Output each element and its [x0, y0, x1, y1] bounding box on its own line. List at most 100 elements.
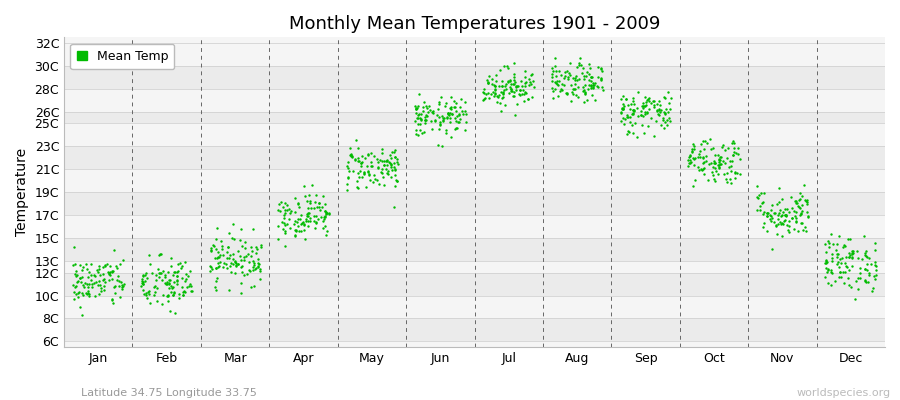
Point: [170, 273, 184, 280]
Point: [482, 73, 496, 79]
Point: [662, 106, 677, 112]
Point: [586, 82, 600, 89]
Point: [485, 81, 500, 88]
Point: [150, 298, 165, 304]
Point: [712, 165, 726, 171]
Point: [545, 71, 560, 77]
Point: [760, 209, 774, 216]
Point: [821, 238, 835, 244]
Point: [696, 166, 710, 172]
Point: [246, 226, 260, 232]
Point: [614, 118, 628, 124]
Point: [154, 251, 168, 258]
Point: [800, 198, 814, 205]
Point: [707, 160, 722, 166]
Point: [708, 160, 723, 166]
Point: [696, 138, 710, 144]
Point: [437, 103, 452, 110]
Point: [361, 168, 375, 174]
Point: [707, 165, 722, 171]
Point: [447, 104, 462, 111]
Point: [320, 210, 335, 216]
Point: [595, 68, 609, 74]
Point: [557, 68, 572, 75]
Point: [411, 112, 426, 118]
Point: [854, 255, 868, 262]
Point: [414, 116, 428, 123]
Point: [374, 158, 389, 164]
Point: [300, 213, 314, 220]
Point: [139, 290, 153, 296]
Point: [772, 209, 787, 216]
Point: [488, 87, 502, 94]
Point: [215, 252, 230, 259]
Point: [340, 163, 355, 169]
Point: [774, 233, 788, 239]
Point: [96, 264, 111, 270]
Point: [183, 281, 197, 288]
Point: [251, 256, 266, 262]
Point: [78, 261, 93, 267]
Point: [424, 118, 438, 124]
Point: [489, 78, 503, 84]
Point: [344, 150, 358, 157]
Point: [247, 260, 261, 266]
Point: [767, 210, 781, 216]
Point: [293, 228, 308, 234]
Point: [135, 273, 149, 279]
Point: [432, 114, 446, 120]
Point: [292, 216, 307, 222]
Point: [150, 285, 165, 292]
Point: [293, 220, 308, 227]
Point: [662, 100, 676, 107]
Point: [859, 248, 873, 254]
Point: [641, 123, 655, 130]
Point: [657, 125, 671, 132]
Point: [384, 174, 399, 180]
Point: [202, 262, 217, 269]
Point: [686, 155, 700, 161]
Point: [636, 105, 651, 111]
Point: [363, 177, 377, 183]
Point: [170, 268, 184, 275]
Point: [500, 64, 515, 71]
Point: [594, 66, 608, 72]
Point: [868, 276, 882, 282]
Point: [779, 222, 794, 229]
Point: [350, 178, 365, 184]
Point: [590, 64, 605, 70]
Point: [356, 171, 371, 178]
Point: [348, 137, 363, 143]
Point: [151, 266, 166, 272]
Point: [791, 228, 806, 234]
Point: [436, 115, 450, 122]
Point: [351, 158, 365, 164]
Point: [779, 213, 794, 220]
Point: [382, 159, 396, 165]
Point: [712, 157, 726, 163]
Point: [571, 94, 585, 100]
Point: [781, 209, 796, 215]
Point: [423, 107, 437, 113]
Point: [778, 211, 793, 218]
Point: [818, 265, 832, 272]
Point: [547, 86, 562, 92]
Point: [102, 277, 116, 283]
Point: [518, 88, 532, 95]
Point: [439, 100, 454, 106]
Point: [697, 165, 711, 171]
Point: [560, 68, 574, 75]
Point: [825, 258, 840, 264]
Point: [482, 79, 496, 85]
Bar: [64, 169, 885, 192]
Point: [779, 212, 794, 218]
Point: [561, 76, 575, 82]
Point: [303, 200, 318, 206]
Point: [388, 147, 402, 153]
Bar: [64, 318, 885, 342]
Point: [868, 240, 882, 246]
Point: [868, 259, 882, 265]
Point: [510, 82, 525, 89]
Point: [818, 258, 832, 264]
Point: [276, 220, 291, 226]
